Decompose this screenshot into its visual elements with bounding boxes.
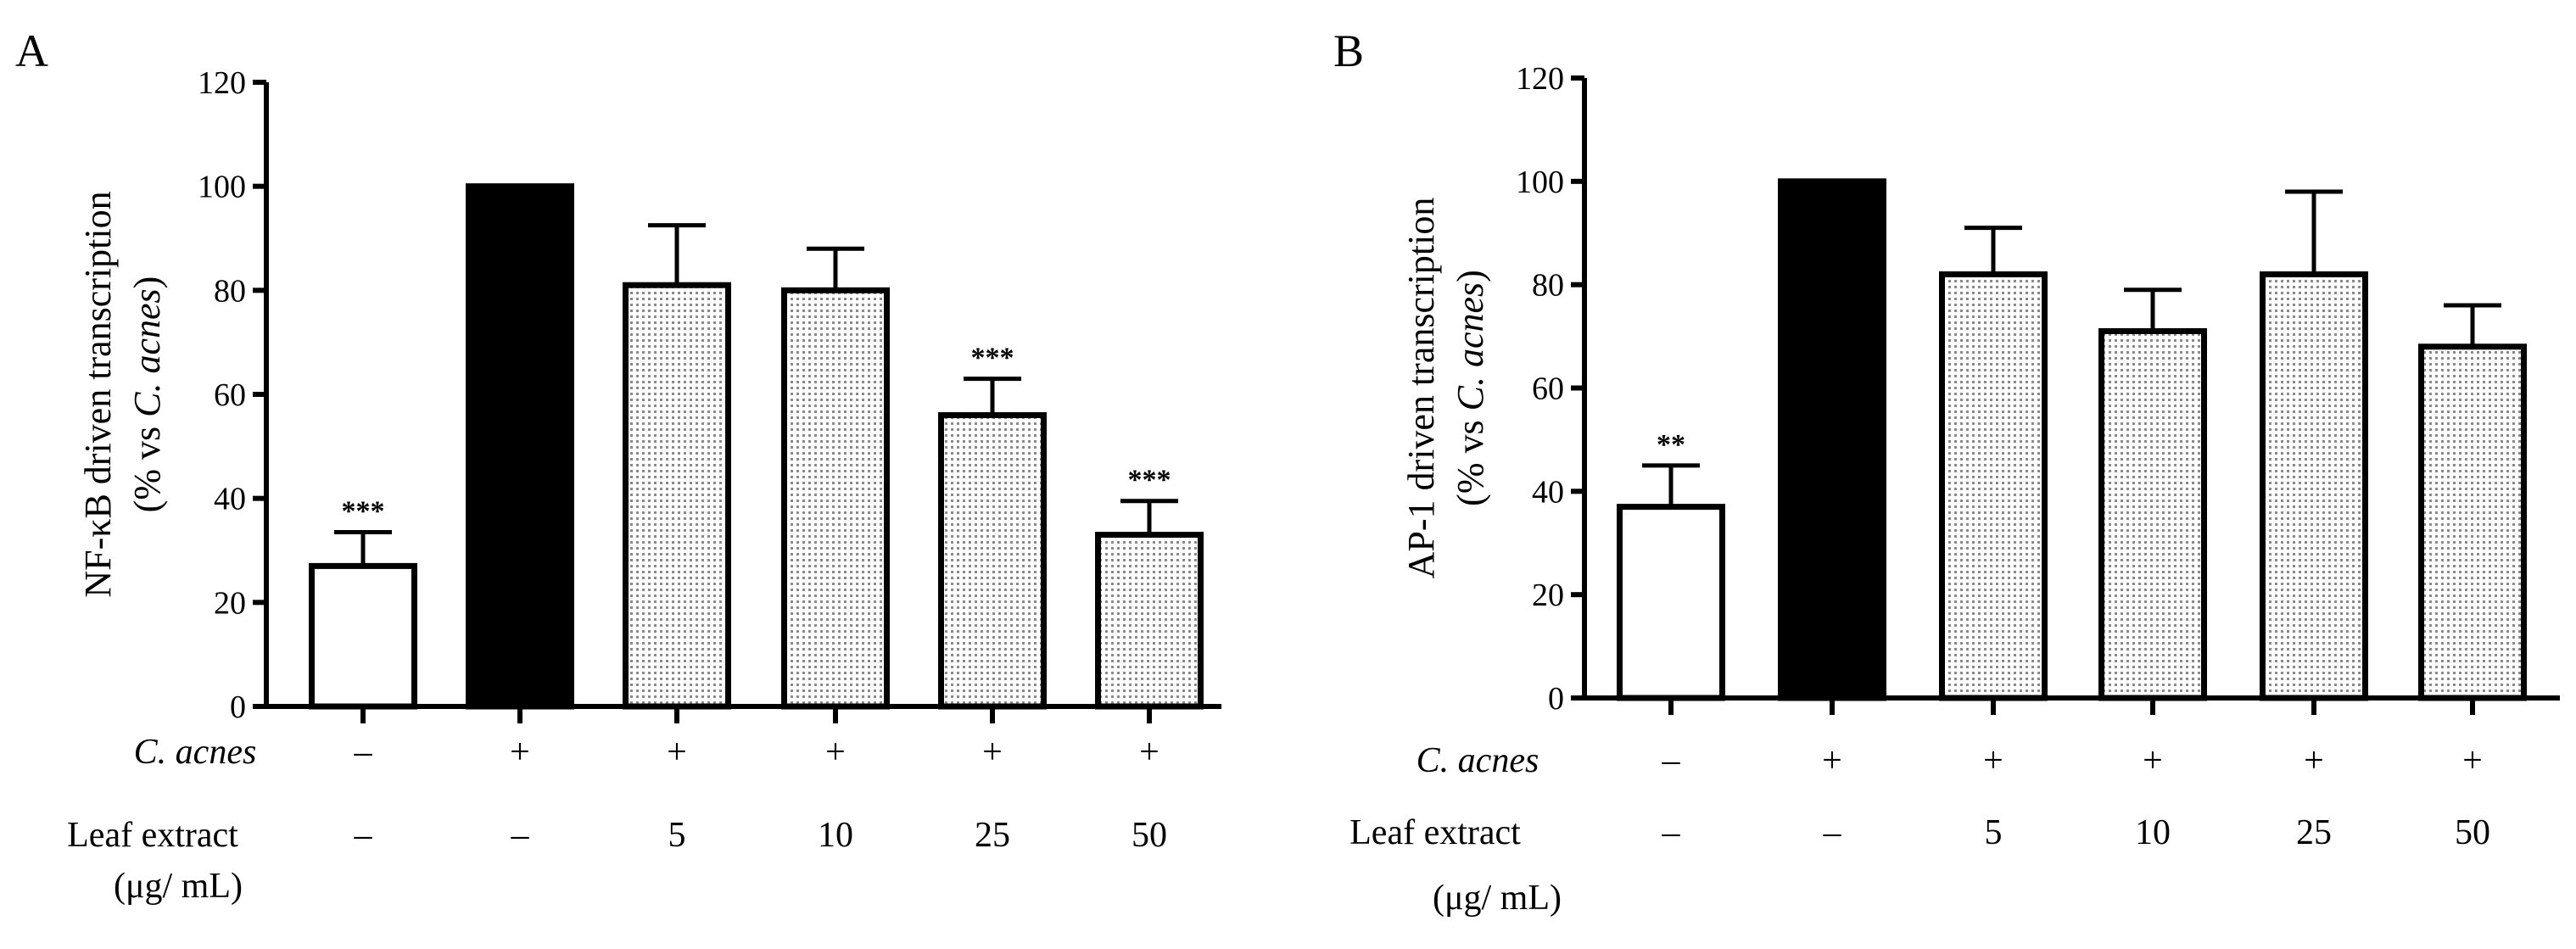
extract-value: 25: [975, 816, 1010, 855]
y-tick-label: 60: [1532, 371, 1564, 407]
significance-label: ***: [342, 496, 385, 528]
panel-letter: B: [1333, 25, 1364, 76]
c-acnes-value: +: [1822, 741, 1842, 780]
y-tick-label: 0: [1548, 681, 1564, 717]
extract-value: –: [354, 816, 373, 855]
extract-label: Leaf extract: [1349, 813, 1521, 852]
bar: [2098, 327, 2207, 701]
y-axis-title-italic: C. acnes: [126, 288, 168, 417]
c-acnes-value: +: [510, 733, 530, 772]
y-axis-title-line2: (% vs C. acnes): [126, 276, 168, 513]
bar: [781, 287, 890, 710]
c-acnes-value: +: [2304, 741, 2324, 780]
y-tick-label: 0: [230, 689, 246, 725]
extract-value: –: [1662, 813, 1681, 852]
y-tick-label: 20: [214, 585, 246, 621]
y-axis-title-italic: C. acnes: [1450, 282, 1491, 411]
significance-label: ***: [971, 343, 1014, 374]
panel-b: B AP-1 driven transcription (% vs C. acnes…: [1333, 25, 2560, 918]
y-axis-title-line2: (% vs C. acnes): [1450, 270, 1491, 506]
c-acnes-value: –: [354, 733, 373, 772]
extract-value: 5: [668, 816, 686, 855]
bar: [1778, 178, 1886, 701]
extract-value: 50: [2455, 813, 2490, 852]
y-tick-label: 120: [1516, 61, 1564, 97]
c-acnes-label: C. acnes: [134, 733, 257, 772]
bar: [2418, 343, 2527, 701]
y-tick-label: 80: [1532, 268, 1564, 304]
bar: [938, 412, 1047, 710]
extract-value: 10: [2135, 813, 2171, 852]
y-tick-label: 40: [1532, 474, 1564, 510]
extract-value: –: [1823, 813, 1842, 852]
y-axis-title-prefix: (% vs: [1450, 410, 1491, 505]
bar: [623, 282, 731, 710]
c-acnes-value: –: [1662, 741, 1681, 780]
c-acnes-value: +: [2462, 741, 2483, 780]
c-acnes-value: +: [982, 733, 1003, 772]
y-axis-title-prefix: (% vs: [126, 417, 168, 512]
significance-label: **: [1657, 429, 1685, 461]
y-axis-title-suffix: ): [126, 276, 168, 289]
extract-value: 5: [1985, 813, 2003, 852]
extract-unit-label: (μg/ mL): [1433, 879, 1562, 918]
bar: [1617, 504, 1725, 701]
y-axis-title-line1: AP-1 driven transcription: [1400, 198, 1442, 579]
bar: [1095, 532, 1204, 710]
extract-label: Leaf extract: [67, 816, 238, 855]
panel-letter: A: [15, 25, 48, 76]
y-tick-label: 120: [198, 65, 246, 101]
bar: [1939, 271, 2048, 701]
bar: [2260, 271, 2368, 701]
y-tick-label: 60: [214, 377, 246, 413]
y-tick-label: 100: [1516, 165, 1564, 200]
y-axis-title-suffix: ): [1450, 270, 1491, 282]
y-axis-title-line1: NF-κB driven transcription: [77, 191, 119, 597]
y-tick-label: 20: [1532, 578, 1564, 613]
y-tick-label: 40: [214, 482, 246, 517]
extract-value: 25: [2296, 813, 2332, 852]
y-tick-label: 100: [198, 170, 246, 205]
c-acnes-value: +: [825, 733, 846, 772]
panel-a: A NF-κB driven transcription (% vs C. acne…: [15, 25, 1221, 906]
y-tick-label: 80: [214, 273, 246, 309]
significance-label: ***: [1128, 465, 1171, 496]
bar: [309, 562, 417, 710]
c-acnes-value: +: [1983, 741, 2003, 780]
extract-value: 10: [818, 816, 853, 855]
bar: [466, 183, 574, 710]
extract-value: –: [511, 816, 530, 855]
extract-unit-label: (μg/ mL): [114, 867, 243, 906]
c-acnes-value: +: [2143, 741, 2163, 780]
c-acnes-value: +: [667, 733, 687, 772]
c-acnes-label: C. acnes: [1417, 741, 1539, 780]
c-acnes-value: +: [1139, 733, 1159, 772]
extract-value: 50: [1132, 816, 1167, 855]
